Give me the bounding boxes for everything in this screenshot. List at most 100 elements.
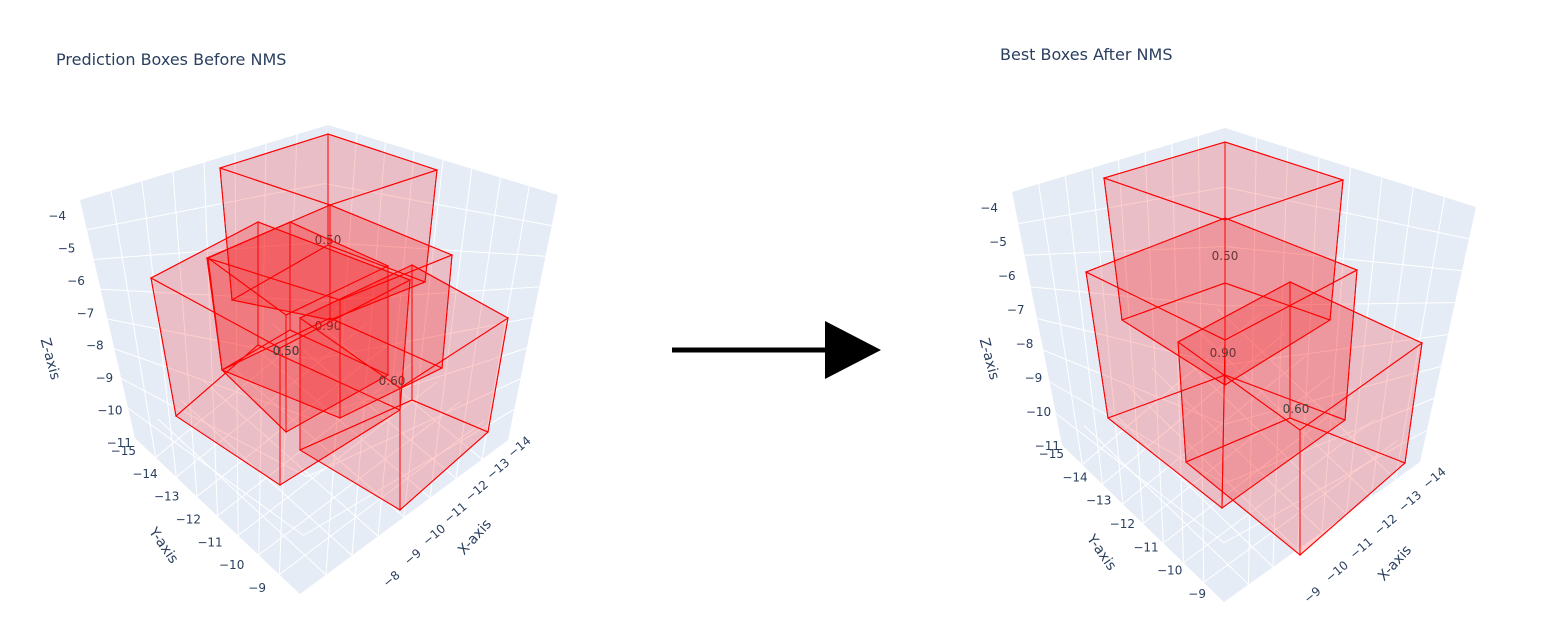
left-grid-line: [217, 362, 414, 517]
left-grid-line: [320, 241, 546, 257]
left-box-score-label: 0.60: [379, 374, 406, 388]
right-3d-scene[interactable]: −4−5−6−7−8−9−10−11−15−14−13−12−11−10−9−1…: [976, 128, 1476, 606]
right-x-tick: −13: [1396, 488, 1424, 515]
left-3d-scene[interactable]: −4−5−6−7−8−9−10−11−15−14−13−12−11−10−9−1…: [37, 125, 558, 595]
left-grid-line: [324, 183, 552, 227]
left-x-tick: −8: [380, 568, 403, 590]
left-z-tick: −4: [48, 209, 66, 223]
right-grid-line: [1102, 332, 1286, 485]
left-box-face: [219, 133, 329, 301]
left-z-tick: −6: [67, 274, 85, 288]
right-z-tick: −7: [1007, 303, 1025, 317]
right-grid-line: [1091, 167, 1124, 504]
right-chart-title: Best Boxes After NMS: [1000, 45, 1173, 64]
left-grid-line: [196, 343, 390, 497]
left-box-face: [206, 204, 331, 371]
right-z-tick: −9: [1025, 371, 1043, 385]
right-y-tick: −12: [1110, 517, 1135, 531]
left-grid-line: [100, 288, 318, 302]
right-box-face: [1177, 281, 1291, 463]
left-z-tick: −5: [58, 241, 76, 255]
right-y-tick: −9: [1188, 587, 1206, 601]
right-y-tick: −13: [1086, 494, 1111, 508]
right-box-score-label: 0.90: [1210, 346, 1237, 360]
left-grid-line: [86, 183, 325, 231]
left-x-tick: −13: [484, 455, 512, 482]
right-grid-line: [1224, 334, 1449, 366]
right-z-tick: −11: [1035, 439, 1060, 453]
left-box-1[interactable]: 0.50: [218, 133, 439, 321]
right-y-tick: −14: [1062, 470, 1087, 484]
right-x-tick: −11: [1347, 535, 1375, 562]
right-x-tick: −10: [1323, 558, 1351, 585]
left-x-tick: −12: [463, 477, 491, 504]
left-grid-line: [172, 171, 198, 497]
right-y-tick: −10: [1157, 564, 1182, 578]
left-grid-line: [429, 168, 473, 498]
left-z-tick: −9: [95, 371, 113, 385]
left-grid-line: [93, 241, 322, 260]
right-grid-line: [1370, 187, 1414, 498]
left-x-tick: −11: [441, 499, 469, 526]
right-grid-line: [1064, 175, 1103, 485]
right-gridlines: [1018, 135, 1470, 585]
right-z-tick: −6: [998, 269, 1016, 283]
left-grid-line: [313, 317, 534, 360]
right-grid-line: [1081, 311, 1263, 466]
left-x-axis-title: X-axis: [455, 516, 495, 558]
right-grid-line: [1224, 246, 1463, 272]
left-grid-line: [110, 190, 157, 458]
left-grid-line: [294, 304, 483, 460]
left-chart-title: Prediction Boxes Before NMS: [56, 50, 287, 69]
right-grid-line: [1142, 375, 1331, 524]
arrow-icon: [672, 321, 881, 379]
left-y-tick: −12: [176, 513, 201, 527]
left-y-tick: −11: [197, 535, 222, 549]
left-y-tick: −9: [248, 581, 266, 595]
right-grid-line: [1024, 246, 1225, 256]
left-box-5[interactable]: 0.50: [149, 221, 412, 486]
right-box-score-label: 0.60: [1283, 402, 1310, 416]
right-box-3[interactable]: 0.60: [1177, 281, 1423, 557]
right-box-face: [1085, 217, 1226, 419]
left-box-4[interactable]: 0.60: [298, 264, 509, 512]
right-y-axis-title: Y-axis: [1083, 531, 1120, 574]
left-box-score-label: 0.50: [273, 344, 300, 358]
right-z-axis-title: Z-axis: [976, 336, 1002, 381]
right-box-2[interactable]: 0.90: [1084, 217, 1359, 510]
right-grid-line: [1224, 302, 1456, 307]
right-grid-line: [1122, 354, 1308, 505]
right-y-tick: −11: [1133, 540, 1158, 554]
right-grid-line: [1038, 183, 1083, 465]
right-grid-line: [1030, 286, 1225, 307]
right-tick-labels: −4−5−6−7−8−9−10−11−15−14−13−12−11−10−9−1…: [980, 201, 1448, 606]
left-y-tick: −14: [132, 467, 157, 481]
right-x-tick: −12: [1371, 511, 1399, 538]
right-x-axis-title: X-axis: [1375, 542, 1415, 584]
left-box-face: [299, 264, 413, 451]
right-z-tick: −8: [1016, 337, 1034, 351]
right-y-tick: −15: [1039, 447, 1064, 461]
left-x-tick: −14: [505, 433, 533, 460]
right-grid-line: [1172, 347, 1347, 515]
left-z-tick: −11: [107, 436, 132, 450]
left-grid-line: [271, 323, 457, 479]
left-z-axis-title: Z-axis: [37, 336, 63, 381]
right-grid-line: [1346, 177, 1383, 515]
right-grid-line: [1217, 309, 1396, 480]
left-y-tick: −15: [111, 444, 136, 458]
left-y-tick: −13: [154, 490, 179, 504]
left-grid-line: [481, 186, 530, 460]
left-x-tick: −9: [401, 546, 424, 568]
left-z-tick: −8: [86, 339, 104, 353]
right-x-tick: −14: [1420, 464, 1448, 491]
left-x-tick: −10: [420, 521, 448, 548]
left-box-3[interactable]: 0.50: [205, 204, 454, 419]
right-grid-line: [1036, 318, 1225, 366]
left-grid-line: [455, 177, 501, 479]
left-y-tick: −10: [219, 558, 244, 572]
right-z-tick: −5: [989, 235, 1007, 249]
right-z-tick: −10: [1026, 405, 1051, 419]
right-grid-line: [1395, 197, 1446, 480]
